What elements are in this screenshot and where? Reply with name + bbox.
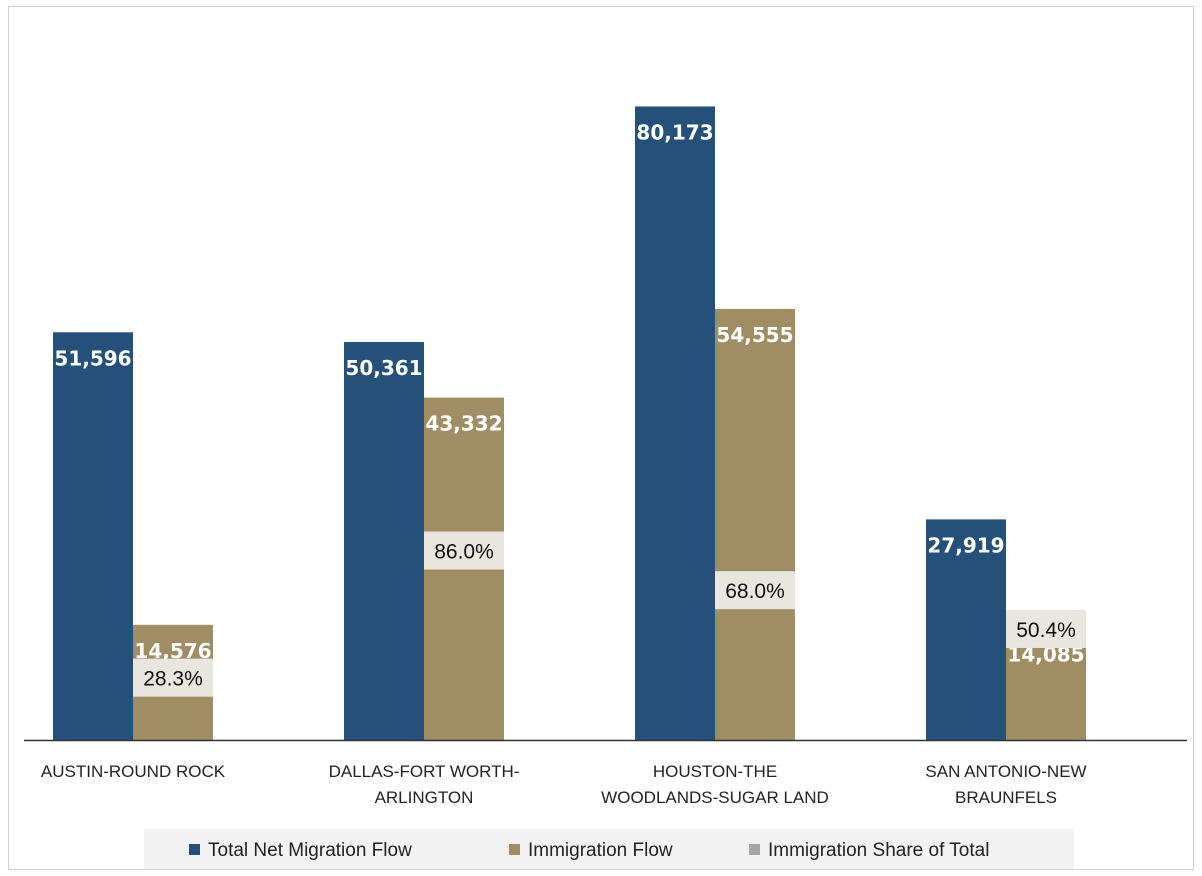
legend: Total Net Migration Flow Immigration Flow…	[144, 829, 1074, 869]
bar-total-net-migration-3	[926, 519, 1006, 740]
legend-background	[144, 829, 1074, 869]
category-label-3-line-1: BRAUNFELS	[955, 788, 1057, 807]
bar-immigration-flow-2	[715, 308, 795, 740]
legend-label-0: Total Net Migration Flow	[208, 840, 412, 861]
share-label-box-1	[424, 531, 504, 570]
data-label-share-2: 68.0%	[725, 580, 785, 603]
share-label-box-0	[133, 658, 213, 697]
bar-total-net-migration-0	[53, 332, 133, 740]
bar-layer	[53, 106, 1086, 741]
data-label-immigration-1: 43,332	[425, 412, 502, 436]
data-label-share-0: 28.3%	[143, 668, 203, 691]
data-label-total-3: 27,919	[927, 533, 1004, 557]
category-label-1-line-1: ARLINGTON	[375, 788, 474, 807]
legend-label-2: Immigration Share of Total	[768, 840, 989, 861]
chart-frame: 51,596 14,576 28.3% 50,361 43,332 86.0% 80,173…	[8, 6, 1194, 870]
data-label-share-1: 86.0%	[434, 541, 494, 564]
share-label-box-2	[715, 571, 795, 610]
bar-total-net-migration-1	[344, 342, 424, 740]
bar-total-net-migration-2	[635, 106, 715, 741]
value-label-layer: 51,59614,57628.3%50,36143,33286.0%80,173…	[54, 120, 1086, 697]
data-label-total-2: 80,173	[636, 120, 713, 144]
legend-swatch-2	[749, 844, 760, 855]
legend-swatch-0	[189, 844, 200, 855]
category-label-1-line-0: DALLAS-FORT WORTH-	[329, 762, 520, 781]
data-label-total-0: 51,596	[54, 346, 131, 370]
legend-label-1: Immigration Flow	[528, 840, 673, 861]
data-label-share-3: 50.4%	[1016, 619, 1076, 642]
chart: 51,59614,57628.3%50,36143,33286.0%80,173…	[24, 106, 1187, 869]
category-label-3-line-0: SAN ANTONIO-NEW	[925, 762, 1086, 781]
data-label-total-1: 50,361	[345, 356, 422, 380]
category-label-0-line-0: AUSTIN-ROUND ROCK	[41, 762, 226, 781]
category-label-2-line-0: HOUSTON-THE	[653, 762, 777, 781]
category-label-2-line-1: WOODLANDS-SUGAR LAND	[601, 788, 829, 807]
data-label-immigration-2: 54,555	[716, 323, 793, 347]
share-label-box-3	[1006, 609, 1086, 648]
category-label-layer: AUSTIN-ROUND ROCK DALLAS-FORT WORTH- ARLIN…	[41, 762, 1087, 807]
legend-swatch-1	[509, 844, 520, 855]
